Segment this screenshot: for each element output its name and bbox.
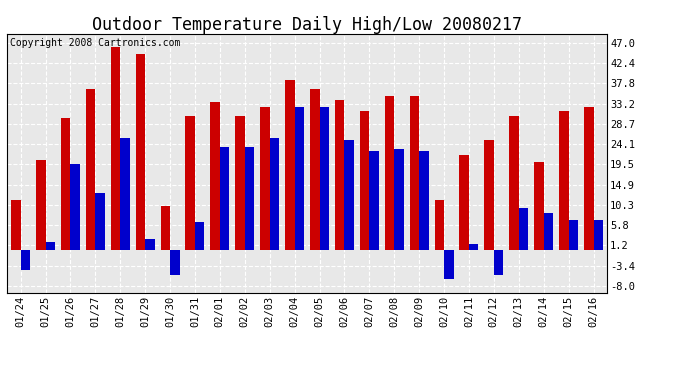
Bar bbox=[469, 244, 478, 250]
Bar bbox=[319, 107, 329, 250]
Bar bbox=[111, 47, 120, 251]
Bar bbox=[335, 100, 344, 250]
Bar bbox=[559, 111, 569, 251]
Bar bbox=[593, 219, 603, 251]
Bar bbox=[494, 251, 503, 275]
Bar bbox=[584, 107, 593, 250]
Bar bbox=[210, 102, 220, 250]
Bar bbox=[145, 239, 155, 250]
Bar bbox=[509, 116, 519, 251]
Bar bbox=[161, 206, 170, 251]
Bar bbox=[295, 107, 304, 250]
Bar bbox=[369, 151, 379, 250]
Bar bbox=[245, 147, 254, 250]
Title: Outdoor Temperature Daily High/Low 20080217: Outdoor Temperature Daily High/Low 20080… bbox=[92, 16, 522, 34]
Bar bbox=[385, 96, 394, 250]
Bar bbox=[260, 107, 270, 250]
Bar bbox=[235, 116, 245, 251]
Bar bbox=[460, 155, 469, 251]
Bar bbox=[36, 160, 46, 250]
Bar bbox=[186, 116, 195, 251]
Bar bbox=[136, 54, 145, 250]
Bar bbox=[435, 200, 444, 250]
Bar bbox=[544, 213, 553, 250]
Bar bbox=[484, 140, 494, 250]
Bar bbox=[120, 138, 130, 250]
Bar bbox=[569, 219, 578, 251]
Bar bbox=[195, 222, 204, 251]
Bar bbox=[394, 149, 404, 250]
Bar bbox=[95, 193, 105, 250]
Bar bbox=[419, 151, 428, 250]
Bar bbox=[170, 251, 179, 275]
Bar bbox=[410, 96, 419, 250]
Bar bbox=[61, 118, 70, 250]
Bar bbox=[360, 111, 369, 251]
Bar bbox=[70, 164, 80, 250]
Bar bbox=[310, 89, 319, 251]
Bar bbox=[344, 140, 354, 250]
Bar bbox=[270, 138, 279, 250]
Bar bbox=[220, 147, 229, 250]
Bar bbox=[534, 162, 544, 250]
Bar bbox=[86, 89, 95, 251]
Text: Copyright 2008 Cartronics.com: Copyright 2008 Cartronics.com bbox=[10, 38, 180, 48]
Bar bbox=[21, 251, 30, 270]
Bar bbox=[519, 209, 529, 251]
Bar bbox=[46, 242, 55, 250]
Bar bbox=[444, 251, 453, 279]
Bar bbox=[11, 200, 21, 250]
Bar bbox=[285, 80, 295, 251]
